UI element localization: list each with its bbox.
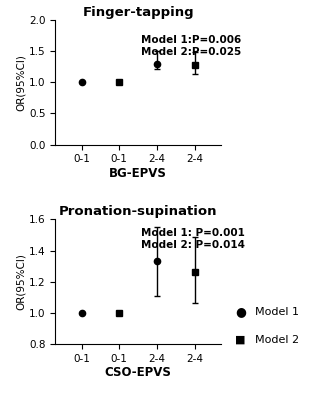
Text: Model 1: P=0.001
Model 2: P=0.014: Model 1: P=0.001 Model 2: P=0.014 [141,228,245,250]
Title: Pronation-supination: Pronation-supination [59,205,217,218]
X-axis label: CSO-EPVS: CSO-EPVS [105,366,172,380]
X-axis label: BG-EPVS: BG-EPVS [109,167,167,180]
Text: Model 2: Model 2 [255,335,299,345]
Text: Model 1: Model 1 [255,307,299,317]
Text: Model 1:P=0.006
Model 2:P=0.025: Model 1:P=0.006 Model 2:P=0.025 [141,35,242,56]
Text: ●: ● [235,306,246,318]
Text: ■: ■ [235,335,246,345]
Y-axis label: OR(95%CI): OR(95%CI) [16,253,26,310]
Y-axis label: OR(95%CI): OR(95%CI) [16,54,26,111]
Title: Finger-tapping: Finger-tapping [82,6,194,19]
